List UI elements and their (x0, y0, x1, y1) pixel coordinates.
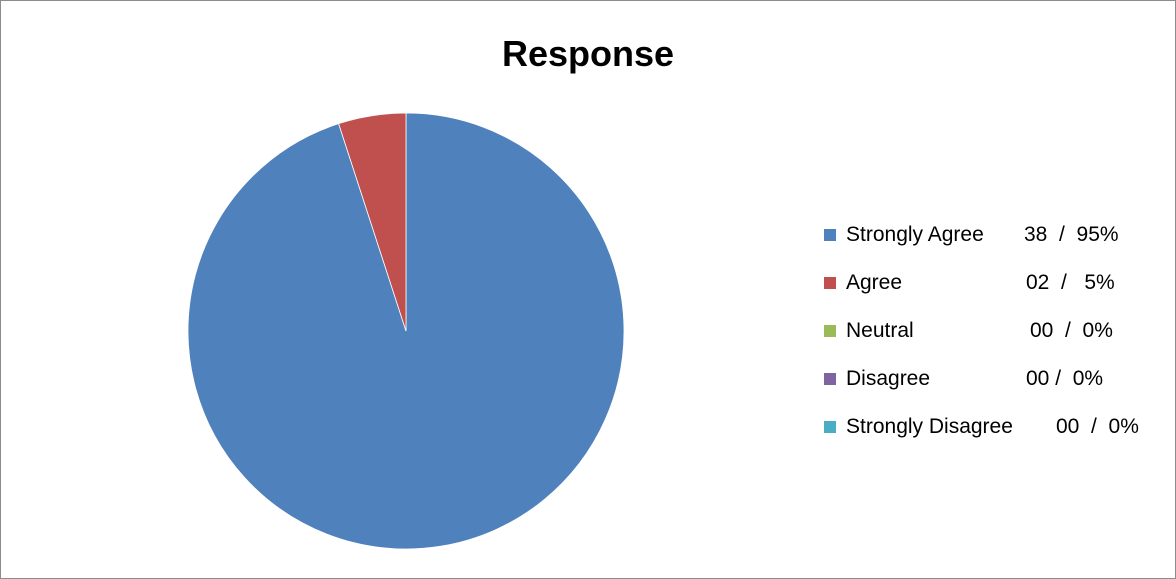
legend-value: 00 / 0% (1056, 415, 1139, 438)
legend-swatch-strongly-agree (824, 229, 836, 241)
legend-value: 00 / 0% (1026, 367, 1104, 390)
legend-label: Strongly Disagree (846, 415, 1013, 438)
legend-label: Neutral (846, 319, 914, 342)
legend-value: 38 / 95% (1024, 223, 1119, 246)
legend-swatch-strongly-disagree (824, 421, 836, 433)
legend-swatch-agree (824, 277, 836, 289)
legend-swatch-neutral (824, 325, 836, 337)
legend-label: Disagree (846, 367, 931, 390)
legend-swatch-disagree (824, 373, 836, 385)
pie-slice-agree (338, 112, 407, 332)
chart-title: Response (501, 33, 675, 74)
legend-label: Agree (846, 271, 903, 294)
legend-label: Strongly Agree (846, 223, 984, 246)
legend-value: 02 / 5% (1026, 271, 1115, 294)
legend-value: 00 / 0% (1030, 319, 1113, 342)
